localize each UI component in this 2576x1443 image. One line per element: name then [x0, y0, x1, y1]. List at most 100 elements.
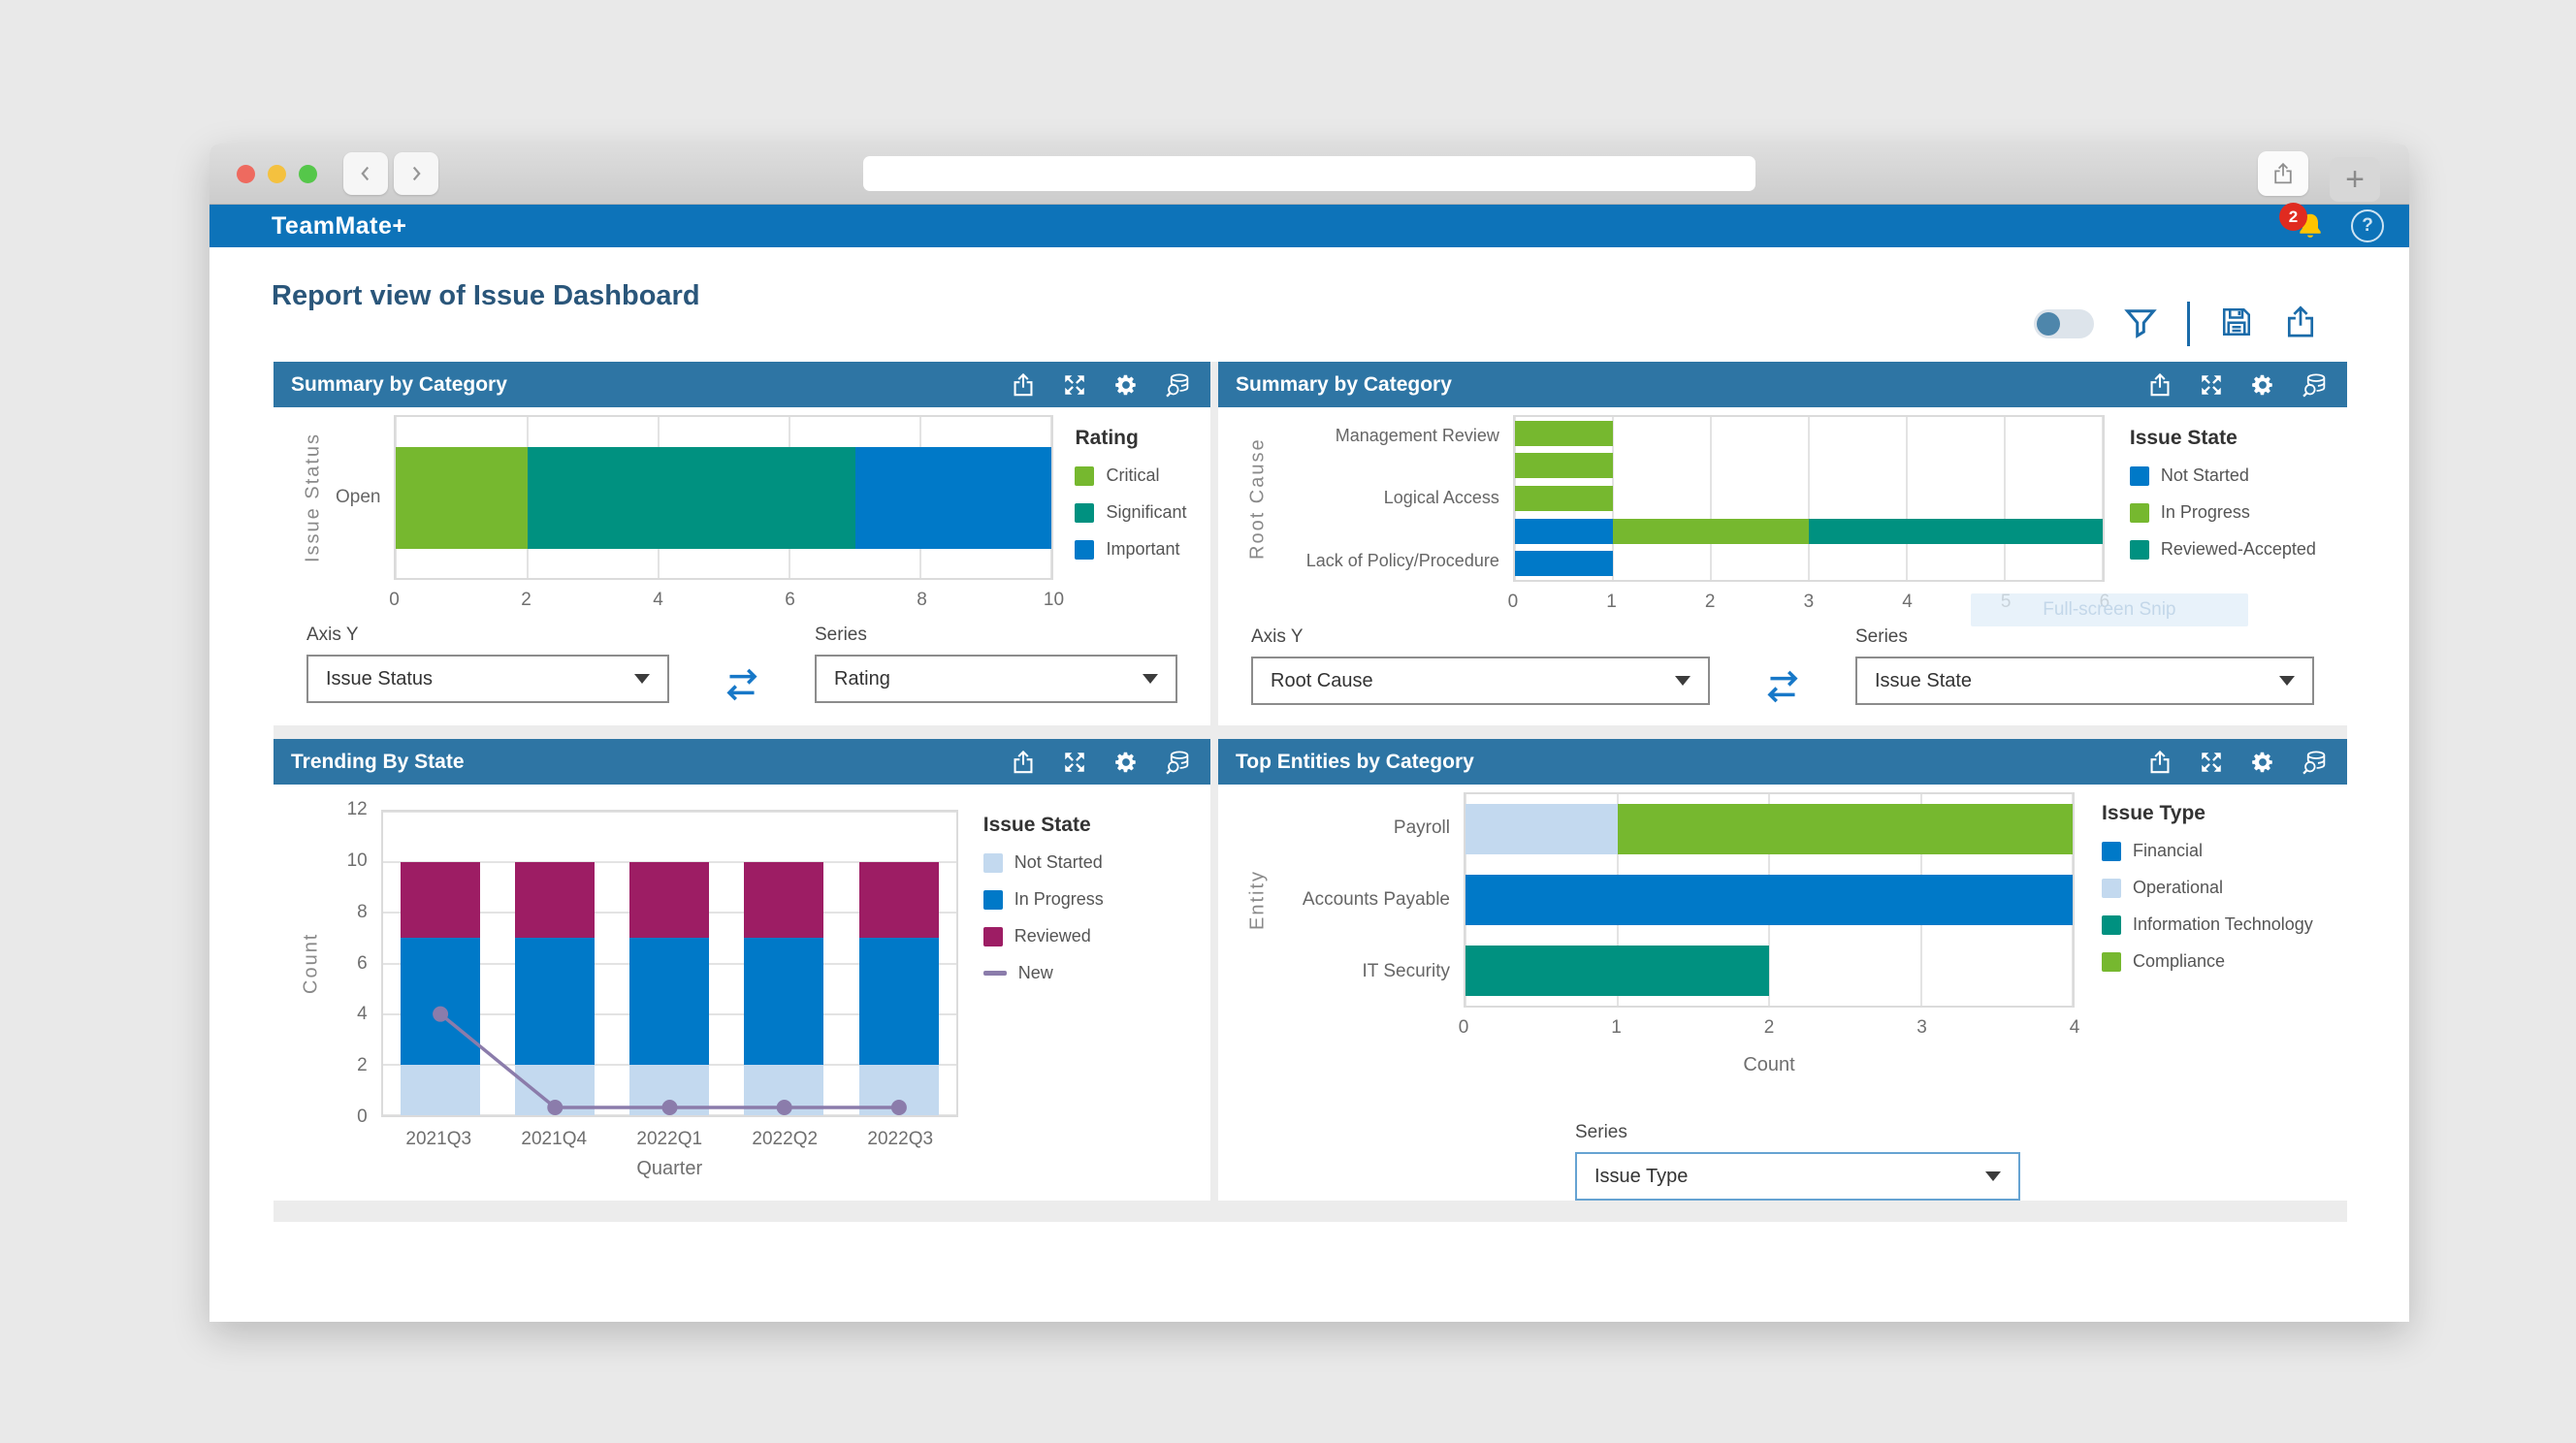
bar-segment-Not Started[interactable]: [400, 1064, 480, 1115]
bar-segment-Not Started[interactable]: [1514, 551, 1613, 577]
bar-Management Review: [1514, 420, 2103, 446]
category-label: Lack of Policy/Procedure: [1305, 551, 1499, 571]
x-axis-categories: 2021Q3 2021Q4 2022Q1 2022Q2 2022Q3: [381, 1129, 958, 1150]
series-label: Series: [1855, 626, 1908, 647]
bar-segment-In Progress[interactable]: [1514, 485, 1613, 511]
toggle-knob-icon: [2037, 312, 2060, 336]
panel-title: Summary by Category: [291, 372, 507, 396]
expand-arrows-icon[interactable]: [2199, 372, 2224, 398]
bar-segment-In Progress[interactable]: [1514, 453, 1613, 479]
panel-title: Summary by Category: [1236, 372, 1452, 396]
browser-window: + TeamMate+ 2 ? Report view of Issue Das…: [209, 144, 2409, 1322]
legend-item[interactable]: Critical: [1075, 465, 1210, 486]
bar-segment-Reviewed[interactable]: [744, 862, 824, 939]
legend-item[interactable]: In Progress: [982, 889, 1210, 910]
series-select[interactable]: Rating: [815, 655, 1177, 703]
bar-segment-In Progress[interactable]: [744, 938, 824, 1065]
export-button[interactable]: [2283, 305, 2318, 344]
legend-item[interactable]: Compliance: [2102, 951, 2346, 972]
series-select[interactable]: Issue Type: [1575, 1152, 2020, 1201]
legend-label: Important: [1106, 539, 1180, 559]
plot-area: [394, 415, 1054, 580]
legend-item[interactable]: Information Technology: [2102, 914, 2346, 935]
export-share-icon[interactable]: [2147, 750, 2173, 775]
axis-y-label: Axis Y: [1251, 626, 1304, 647]
legend-item[interactable]: Reviewed: [982, 926, 1210, 946]
settings-gear-icon[interactable]: [1113, 372, 1139, 398]
expand-arrows-icon[interactable]: [1062, 750, 1087, 775]
bar-segment-Significant[interactable]: [527, 446, 855, 549]
legend-item[interactable]: Important: [1075, 539, 1210, 560]
swap-axis-series-button[interactable]: [1760, 668, 1805, 710]
zoom-icon[interactable]: [299, 165, 317, 183]
legend-item[interactable]: Operational: [2102, 878, 2346, 898]
settings-gear-icon[interactable]: [2250, 372, 2275, 398]
bar-segment-In Progress[interactable]: [858, 938, 939, 1065]
new-tab-button[interactable]: +: [2330, 157, 2380, 202]
legend-item[interactable]: In Progress: [2129, 502, 2347, 523]
legend-label: Financial: [2133, 841, 2204, 860]
address-bar[interactable]: [863, 156, 1755, 191]
axis-y-select[interactable]: Root Cause: [1251, 657, 1710, 705]
bar-segment-Reviewed[interactable]: [629, 862, 710, 939]
bar-segment-In Progress[interactable]: [1514, 420, 1613, 446]
data-explorer-icon[interactable]: [1165, 372, 1191, 398]
help-button[interactable]: ?: [2351, 209, 2384, 242]
panel-title: Trending By State: [291, 750, 465, 773]
export-share-icon[interactable]: [1011, 750, 1036, 775]
category-label: Open: [336, 487, 381, 507]
bar-segment-Reviewed-Accepted[interactable]: [1808, 518, 2103, 544]
expand-arrows-icon[interactable]: [2199, 750, 2224, 775]
legend-item[interactable]: Not Started: [2129, 465, 2347, 486]
bar-segment-Operational[interactable]: [1465, 804, 1618, 855]
bar-segment-In Progress[interactable]: [1612, 518, 1809, 544]
legend-item[interactable]: Financial: [2102, 841, 2346, 861]
close-icon[interactable]: [237, 165, 255, 183]
series-select[interactable]: Issue State: [1855, 657, 2314, 705]
browser-share-button[interactable]: [2258, 151, 2308, 196]
legend-label: In Progress: [1014, 889, 1104, 909]
settings-gear-icon[interactable]: [2250, 750, 2275, 775]
forward-button[interactable]: [394, 152, 438, 195]
minimize-icon[interactable]: [268, 165, 286, 183]
data-explorer-icon[interactable]: [2302, 750, 2328, 775]
data-explorer-icon[interactable]: [2302, 372, 2328, 398]
expand-arrows-icon[interactable]: [1062, 372, 1087, 398]
legend-item[interactable]: Significant: [1075, 502, 1210, 523]
app-bar: TeamMate+ 2 ?: [209, 203, 2409, 247]
axis-tick-label: 3: [1916, 1017, 1927, 1038]
bar-segment-Reviewed[interactable]: [400, 862, 480, 939]
bar-segment-Compliance[interactable]: [1617, 804, 2073, 855]
y-axis-categories: Open: [336, 415, 394, 580]
export-share-icon[interactable]: [1011, 372, 1036, 398]
axis-y-select[interactable]: Issue Status: [306, 655, 669, 703]
bar-segment-Information Technology[interactable]: [1465, 945, 1769, 996]
settings-gear-icon[interactable]: [1113, 750, 1139, 775]
forward-chevron-icon: [412, 166, 421, 181]
plot-area: [1464, 792, 2075, 1008]
back-button[interactable]: [343, 152, 388, 195]
view-toggle[interactable]: [2034, 309, 2094, 338]
bar-segment-Not Started[interactable]: [1514, 518, 1613, 544]
legend-item[interactable]: Not Started: [982, 852, 1210, 873]
filter-button[interactable]: [2123, 305, 2158, 344]
export-share-icon[interactable]: [2147, 372, 2173, 398]
swap-axis-series-button[interactable]: [720, 666, 764, 708]
notification-badge: 2: [2279, 203, 2307, 231]
bar-segment-In Progress[interactable]: [400, 938, 480, 1065]
data-explorer-icon[interactable]: [1165, 750, 1191, 775]
page-content: Report view of Issue Dashboard: [209, 247, 2409, 1322]
legend-label: Operational: [2133, 878, 2224, 897]
bar-segment-Reviewed[interactable]: [515, 862, 596, 939]
bar-segment-In Progress[interactable]: [515, 938, 596, 1065]
legend-item[interactable]: Reviewed-Accepted: [2129, 539, 2347, 560]
save-button[interactable]: [2219, 305, 2254, 344]
bar-2022Q3: [858, 812, 939, 1115]
bar-segment-Financial[interactable]: [1465, 874, 2073, 925]
legend-item[interactable]: New: [982, 963, 1210, 983]
bar-segment-Critical[interactable]: [396, 446, 528, 549]
bar-segment-In Progress[interactable]: [629, 938, 710, 1065]
bar-segment-Reviewed[interactable]: [858, 862, 939, 939]
notifications-button[interactable]: 2: [2279, 203, 2330, 245]
bar-segment-Important[interactable]: [854, 446, 1052, 549]
